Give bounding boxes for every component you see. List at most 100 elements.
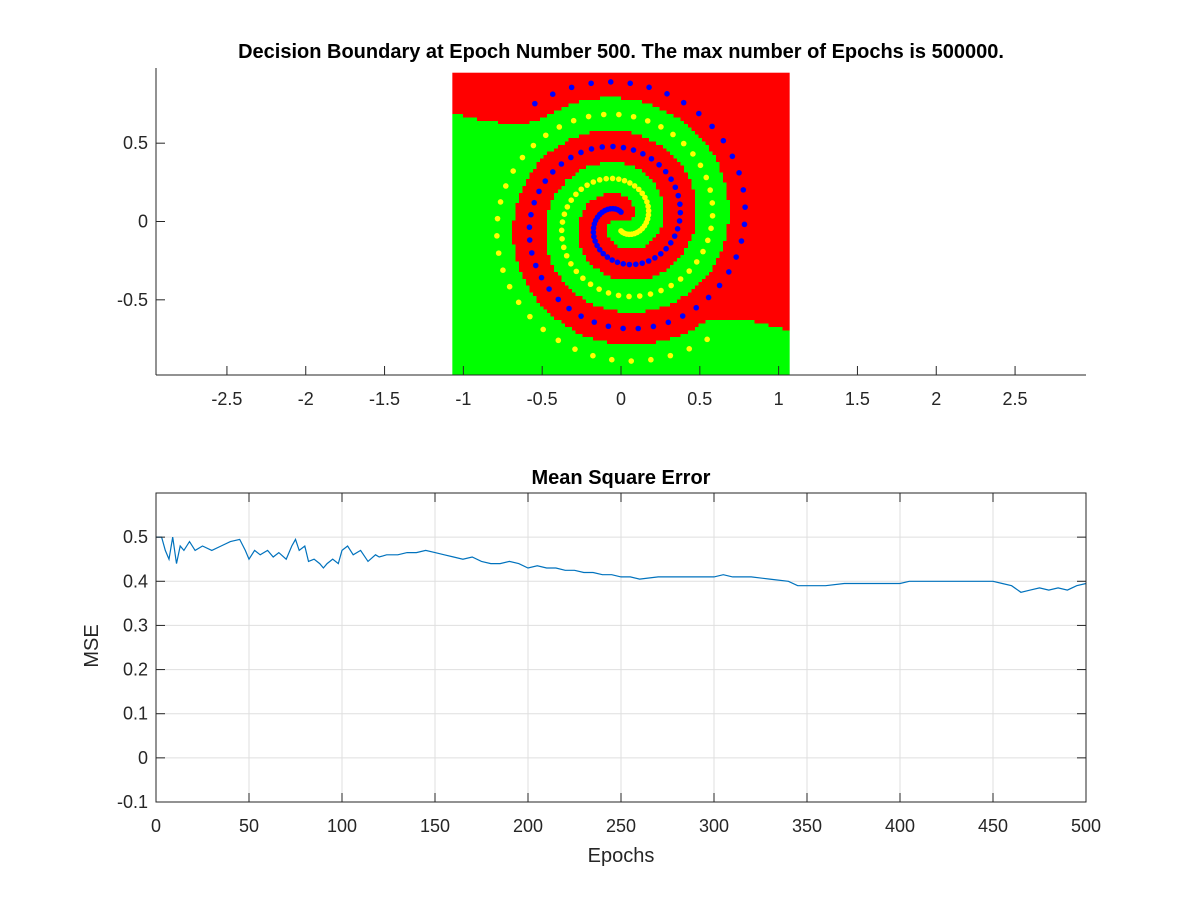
- yellow-spiral-point: [626, 293, 632, 300]
- yellow-spiral-point: [503, 183, 509, 189]
- x-tick-label: 100: [327, 816, 357, 836]
- x-tick-label: 50: [239, 816, 259, 836]
- yellow-spiral-point: [519, 154, 526, 161]
- yellow-spiral-point: [495, 250, 502, 256]
- yellow-spiral-point: [563, 252, 570, 259]
- blue-spiral-point: [627, 80, 634, 87]
- blue-spiral-point: [528, 211, 534, 218]
- x-tick-label: 1.5: [845, 389, 870, 409]
- blue-spiral-point: [578, 313, 584, 319]
- x-tick-label: 450: [978, 816, 1008, 836]
- yellow-spiral-point: [556, 124, 563, 130]
- blue-spiral-point: [558, 161, 565, 167]
- blue-spiral-point: [532, 100, 538, 107]
- yellow-spiral-point: [670, 131, 676, 138]
- yellow-spiral-point: [585, 113, 592, 120]
- yellow-spiral-point: [644, 199, 650, 205]
- yellow-spiral-point: [645, 203, 651, 210]
- yellow-spiral-point: [615, 176, 622, 182]
- blue-spiral-point: [726, 269, 732, 275]
- blue-spiral-point: [590, 225, 597, 231]
- decision-region-image: [452, 72, 790, 376]
- yellow-spiral-point: [494, 233, 500, 239]
- y-tick-label: 0.2: [123, 660, 148, 680]
- yellow-spiral-point: [658, 287, 664, 294]
- x-tick-label: -1: [455, 389, 471, 409]
- y-tick-label: 0: [138, 212, 148, 232]
- yellow-spiral-point: [635, 186, 642, 193]
- yellow-spiral-point: [631, 183, 638, 189]
- blue-spiral-point: [632, 261, 639, 268]
- yellow-spiral-point: [530, 142, 537, 149]
- yellow-spiral-point: [686, 346, 693, 352]
- blue-spiral-point: [679, 313, 686, 319]
- blue-spiral-point: [578, 149, 584, 156]
- blue-spiral-point: [741, 221, 748, 228]
- yellow-spiral-point: [707, 187, 713, 193]
- blue-spiral-point: [736, 169, 742, 176]
- blue-spiral-point: [536, 188, 542, 195]
- yellow-spiral-point: [615, 292, 622, 299]
- yellow-spiral-point: [645, 207, 652, 214]
- mse-plot: Mean Square Error 0 50 100 150 200 250 300 350 4…: [81, 467, 1101, 867]
- yellow-spiral-point: [630, 113, 637, 120]
- blue-spiral-point: [549, 91, 556, 97]
- yellow-spiral-point: [644, 118, 651, 124]
- x-tick-label: -0.5: [527, 389, 558, 409]
- x-tick-label: -2: [298, 389, 314, 409]
- yellow-spiral-point: [590, 352, 596, 359]
- yellow-spiral-point: [693, 259, 700, 265]
- yellow-spiral-point: [677, 276, 684, 282]
- blue-spiral-point: [526, 224, 533, 231]
- x-tick-label: 0: [616, 389, 626, 409]
- x-tick-label: 200: [513, 816, 543, 836]
- blue-spiral-point: [588, 146, 595, 152]
- blue-spiral-point: [610, 143, 616, 150]
- blue-spiral-point: [600, 250, 607, 257]
- yellow-spiral-point: [708, 225, 714, 232]
- x-tick-label: 2.5: [1003, 389, 1028, 409]
- spiral-points: [494, 79, 748, 364]
- blue-spiral-point: [592, 238, 598, 244]
- yellow-spiral-point: [497, 199, 504, 205]
- y-tick-label: 0: [138, 748, 148, 768]
- yellow-spiral-point: [621, 177, 628, 184]
- blue-spiral-point: [590, 229, 597, 236]
- blue-spiral-point: [542, 178, 549, 184]
- blue-spiral-point: [675, 192, 682, 199]
- blue-spiral-point: [656, 161, 662, 168]
- x-tick-label: 250: [606, 816, 636, 836]
- yellow-spiral-point: [564, 204, 571, 210]
- yellow-spiral-point: [587, 281, 594, 288]
- yellow-spiral-point: [627, 180, 633, 186]
- x-tick-label: 400: [885, 816, 915, 836]
- blue-spiral-point: [645, 258, 652, 264]
- blue-spiral-point: [672, 184, 679, 191]
- x-tick-label: 0: [151, 816, 161, 836]
- yellow-spiral-point: [609, 175, 616, 182]
- blue-spiral-point: [740, 187, 747, 193]
- blue-spiral-point: [546, 286, 552, 292]
- yellow-spiral-point: [510, 168, 516, 174]
- blue-spiral-point: [591, 319, 598, 325]
- yellow-spiral-point: [709, 200, 716, 206]
- yellow-spiral-point: [648, 356, 654, 363]
- decision-boundary-ticks: -2.5 -2 -1.5 -1 -0.5 0 0.5 1 1.5 2 2.5 -0.5 0 0.5: [117, 133, 1028, 409]
- blue-spiral-point: [742, 204, 748, 210]
- yellow-spiral-point: [686, 268, 693, 274]
- yellow-spiral-point: [642, 194, 648, 201]
- blue-spiral-point: [588, 80, 594, 87]
- blue-spiral-point: [665, 319, 672, 326]
- yellow-spiral-point: [596, 286, 602, 292]
- yellow-spiral-point: [704, 336, 710, 343]
- blue-spiral-point: [605, 323, 612, 330]
- yellow-spiral-point: [709, 212, 716, 219]
- blue-spiral-point: [532, 262, 539, 269]
- yellow-spiral-point: [578, 186, 585, 193]
- blue-spiral-point: [630, 147, 637, 153]
- blue-spiral-point: [620, 144, 627, 151]
- blue-spiral-point: [607, 79, 614, 85]
- blue-spiral-point: [677, 201, 683, 207]
- blue-spiral-point: [663, 245, 669, 252]
- x-tick-label: -2.5: [211, 389, 242, 409]
